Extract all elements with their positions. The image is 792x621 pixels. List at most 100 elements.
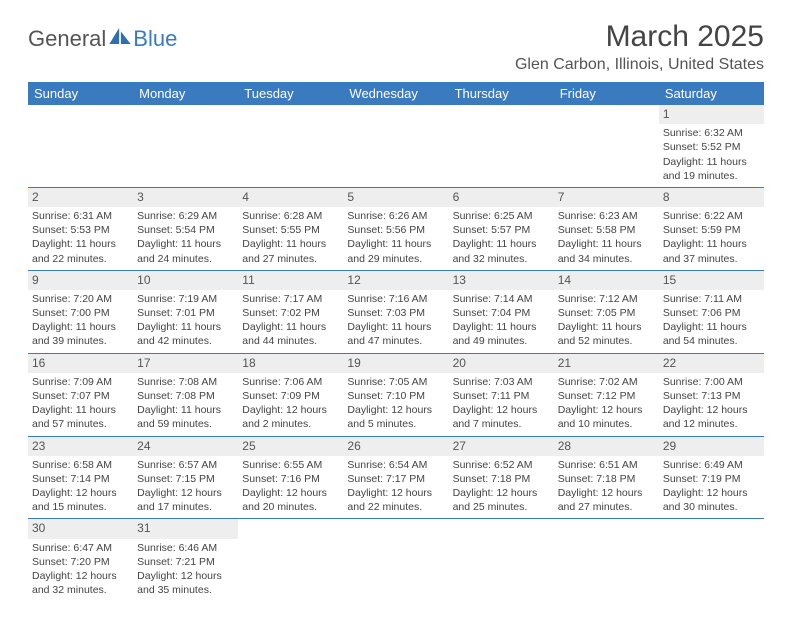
- day-number: 24: [137, 438, 234, 454]
- sunset-text: Sunset: 5:53 PM: [32, 223, 129, 237]
- calendar-day-cell: 12Sunrise: 7:16 AMSunset: 7:03 PMDayligh…: [343, 270, 448, 353]
- calendar-day-cell: 5Sunrise: 6:26 AMSunset: 5:56 PMDaylight…: [343, 187, 448, 270]
- header: General Blue March 2025 Glen Carbon, Ill…: [28, 20, 764, 74]
- daylight-text: Daylight: 11 hours: [32, 320, 129, 334]
- logo-text-blue: Blue: [133, 26, 177, 52]
- daylight-text: and 44 minutes.: [242, 334, 339, 348]
- day-number: 21: [558, 355, 655, 371]
- sunrise-text: Sunrise: 6:28 AM: [242, 209, 339, 223]
- daylight-text: and 24 minutes.: [137, 252, 234, 266]
- location-subtitle: Glen Carbon, Illinois, United States: [515, 56, 764, 74]
- sunrise-text: Sunrise: 7:09 AM: [32, 375, 129, 389]
- sunrise-text: Sunrise: 7:05 AM: [347, 375, 444, 389]
- daylight-text: and 39 minutes.: [32, 334, 129, 348]
- calendar-day-cell: 1Sunrise: 6:32 AMSunset: 5:52 PMDaylight…: [659, 105, 764, 187]
- sunrise-text: Sunrise: 6:57 AM: [137, 458, 234, 472]
- calendar-day-cell: 2Sunrise: 6:31 AMSunset: 5:53 PMDaylight…: [28, 187, 133, 270]
- weekday-header: Saturday: [659, 82, 764, 105]
- day-number: 16: [32, 355, 129, 371]
- day-number: 18: [242, 355, 339, 371]
- daylight-text: and 59 minutes.: [137, 417, 234, 431]
- sunset-text: Sunset: 5:52 PM: [663, 140, 760, 154]
- calendar-day-cell: [659, 519, 764, 601]
- day-number: 11: [242, 272, 339, 288]
- calendar-day-cell: [28, 105, 133, 187]
- daylight-text: and 2 minutes.: [242, 417, 339, 431]
- sunrise-text: Sunrise: 6:31 AM: [32, 209, 129, 223]
- daylight-text: and 15 minutes.: [32, 500, 129, 514]
- sunrise-text: Sunrise: 7:16 AM: [347, 292, 444, 306]
- day-number: 20: [453, 355, 550, 371]
- sunset-text: Sunset: 7:11 PM: [453, 389, 550, 403]
- sunset-text: Sunset: 7:09 PM: [242, 389, 339, 403]
- sunrise-text: Sunrise: 7:19 AM: [137, 292, 234, 306]
- day-number: 27: [453, 438, 550, 454]
- day-number: 12: [347, 272, 444, 288]
- day-number: 6: [453, 189, 550, 205]
- daylight-text: and 34 minutes.: [558, 252, 655, 266]
- daylight-text: Daylight: 11 hours: [663, 155, 760, 169]
- sunset-text: Sunset: 7:14 PM: [32, 472, 129, 486]
- sail-icon: [109, 28, 131, 44]
- sunset-text: Sunset: 7:06 PM: [663, 306, 760, 320]
- sunset-text: Sunset: 7:05 PM: [558, 306, 655, 320]
- sunset-text: Sunset: 7:16 PM: [242, 472, 339, 486]
- weekday-header: Sunday: [28, 82, 133, 105]
- sunrise-text: Sunrise: 6:47 AM: [32, 541, 129, 555]
- daylight-text: Daylight: 12 hours: [663, 486, 760, 500]
- calendar-week-row: 9Sunrise: 7:20 AMSunset: 7:00 PMDaylight…: [28, 270, 764, 353]
- weekday-header: Friday: [554, 82, 659, 105]
- calendar-week-row: 30Sunrise: 6:47 AMSunset: 7:20 PMDayligh…: [28, 519, 764, 601]
- calendar-day-cell: 7Sunrise: 6:23 AMSunset: 5:58 PMDaylight…: [554, 187, 659, 270]
- calendar-day-cell: [133, 105, 238, 187]
- daylight-text: and 22 minutes.: [32, 252, 129, 266]
- calendar-day-cell: 30Sunrise: 6:47 AMSunset: 7:20 PMDayligh…: [28, 519, 133, 601]
- calendar-day-cell: [554, 105, 659, 187]
- sunset-text: Sunset: 7:08 PM: [137, 389, 234, 403]
- sunrise-text: Sunrise: 6:55 AM: [242, 458, 339, 472]
- sunrise-text: Sunrise: 7:02 AM: [558, 375, 655, 389]
- sunset-text: Sunset: 7:17 PM: [347, 472, 444, 486]
- daylight-text: Daylight: 11 hours: [32, 403, 129, 417]
- sunrise-text: Sunrise: 6:54 AM: [347, 458, 444, 472]
- calendar-day-cell: 9Sunrise: 7:20 AMSunset: 7:00 PMDaylight…: [28, 270, 133, 353]
- sunrise-text: Sunrise: 6:23 AM: [558, 209, 655, 223]
- daylight-text: and 25 minutes.: [453, 500, 550, 514]
- daylight-text: Daylight: 11 hours: [32, 237, 129, 251]
- sunrise-text: Sunrise: 7:03 AM: [453, 375, 550, 389]
- calendar-day-cell: 21Sunrise: 7:02 AMSunset: 7:12 PMDayligh…: [554, 353, 659, 436]
- sunrise-text: Sunrise: 7:17 AM: [242, 292, 339, 306]
- daylight-text: and 42 minutes.: [137, 334, 234, 348]
- calendar-day-cell: 22Sunrise: 7:00 AMSunset: 7:13 PMDayligh…: [659, 353, 764, 436]
- daylight-text: Daylight: 12 hours: [242, 403, 339, 417]
- sunrise-text: Sunrise: 6:22 AM: [663, 209, 760, 223]
- sunset-text: Sunset: 7:01 PM: [137, 306, 234, 320]
- day-number: 25: [242, 438, 339, 454]
- daylight-text: Daylight: 11 hours: [137, 320, 234, 334]
- daylight-text: Daylight: 12 hours: [558, 486, 655, 500]
- calendar-week-row: 23Sunrise: 6:58 AMSunset: 7:14 PMDayligh…: [28, 436, 764, 519]
- sunset-text: Sunset: 7:19 PM: [663, 472, 760, 486]
- calendar-table: Sunday Monday Tuesday Wednesday Thursday…: [28, 82, 764, 601]
- calendar-day-cell: [238, 519, 343, 601]
- daylight-text: and 47 minutes.: [347, 334, 444, 348]
- daylight-text: and 12 minutes.: [663, 417, 760, 431]
- logo-text-general: General: [28, 26, 106, 52]
- daylight-text: Daylight: 12 hours: [453, 403, 550, 417]
- day-number: 10: [137, 272, 234, 288]
- daylight-text: and 49 minutes.: [453, 334, 550, 348]
- daylight-text: Daylight: 11 hours: [347, 237, 444, 251]
- calendar-day-cell: 10 Sunrise: 7:19 AMSunset: 7:01 PMDayligh…: [133, 270, 238, 353]
- daylight-text: and 5 minutes.: [347, 417, 444, 431]
- calendar-week-row: 2Sunrise: 6:31 AMSunset: 5:53 PMDaylight…: [28, 187, 764, 270]
- sunset-text: Sunset: 7:15 PM: [137, 472, 234, 486]
- calendar-day-cell: 25Sunrise: 6:55 AMSunset: 7:16 PMDayligh…: [238, 436, 343, 519]
- daylight-text: and 37 minutes.: [663, 252, 760, 266]
- sunrise-text: Sunrise: 6:29 AM: [137, 209, 234, 223]
- sunrise-text: Sunrise: 7:20 AM: [32, 292, 129, 306]
- calendar-day-cell: 17Sunrise: 7:08 AMSunset: 7:08 PMDayligh…: [133, 353, 238, 436]
- daylight-text: and 7 minutes.: [453, 417, 550, 431]
- daylight-text: Daylight: 11 hours: [137, 403, 234, 417]
- calendar-day-cell: 28Sunrise: 6:51 AMSunset: 7:18 PMDayligh…: [554, 436, 659, 519]
- sunrise-text: Sunrise: 6:25 AM: [453, 209, 550, 223]
